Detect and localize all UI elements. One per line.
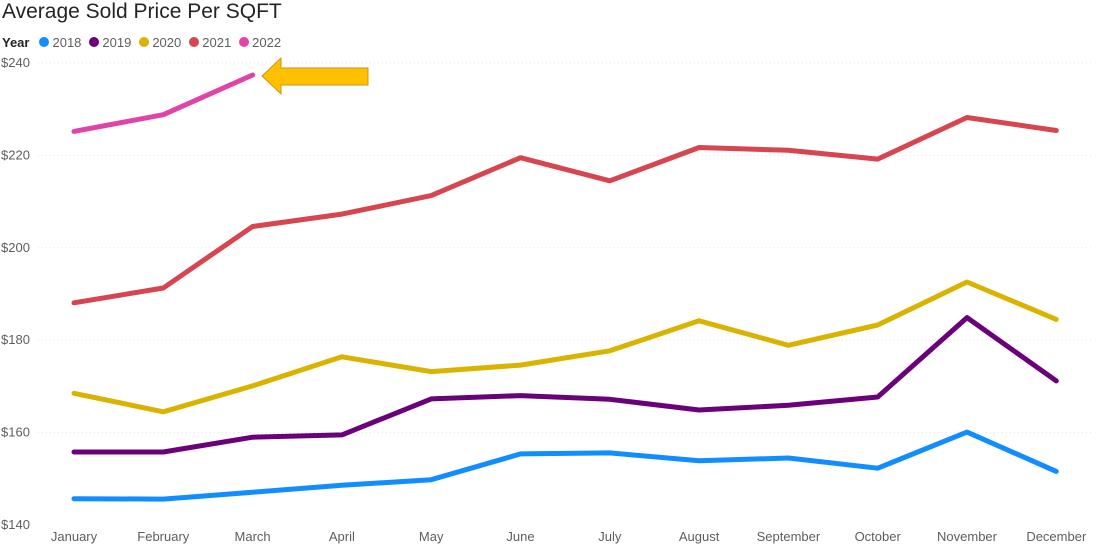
x-tick-label: November: [937, 529, 998, 544]
series-line-2019[interactable]: [71, 315, 1059, 455]
legend-label-2021: 2021: [202, 34, 232, 50]
legend-dot-2022: [239, 37, 250, 47]
legend-item-2022[interactable]: 2022: [239, 35, 281, 50]
legend-label-2022: 2022: [252, 34, 282, 50]
series-lines: [71, 72, 1059, 502]
chart-title: Average Sold Price Per SQFT: [2, 0, 282, 23]
y-tick-label: $220: [1, 147, 30, 162]
y-tick-label: $240: [1, 55, 30, 70]
series-line-2021[interactable]: [71, 115, 1059, 306]
x-tick-label: October: [855, 529, 902, 544]
series-line-2018[interactable]: [71, 429, 1059, 502]
legend-dot-2018: [39, 37, 50, 47]
x-tick-label: July: [598, 529, 622, 544]
legend-label-2018: 2018: [52, 34, 82, 50]
legend-dot-2021: [189, 37, 200, 47]
x-tick-label: April: [329, 529, 355, 544]
series-line-2020[interactable]: [71, 279, 1059, 415]
x-tick-label: August: [679, 529, 720, 544]
x-tick-label: June: [506, 529, 534, 544]
legend-item-2021[interactable]: 2021: [189, 35, 231, 50]
y-tick-label: $200: [1, 240, 30, 255]
legend-item-2018[interactable]: 2018: [39, 35, 81, 50]
x-tick-label: December: [1026, 529, 1087, 544]
legend-label-2020: 2020: [152, 34, 182, 50]
y-tick-label: $140: [1, 517, 30, 532]
gridlines: [38, 62, 1092, 434]
x-tick-label: September: [757, 529, 821, 544]
legend-item-2020[interactable]: 2020: [139, 35, 181, 50]
x-tick-label: March: [235, 529, 271, 544]
legend: Year 2018 2019 2020 2021 2022: [2, 34, 281, 50]
x-tick-label: February: [137, 529, 190, 544]
x-tick-label: January: [51, 529, 98, 544]
arrow-icon: [261, 56, 369, 96]
x-axis-ticks: January February March April May June July Augu…: [51, 529, 1087, 544]
y-tick-label: $160: [1, 425, 30, 440]
x-tick-label: May: [419, 529, 444, 544]
legend-item-2019[interactable]: 2019: [89, 35, 131, 50]
legend-dot-2020: [139, 37, 150, 47]
annotation-arrow: [261, 56, 369, 96]
y-tick-label: $180: [1, 332, 30, 347]
legend-dot-2019: [89, 37, 100, 47]
legend-title: Year: [2, 34, 30, 50]
y-axis-ticks: $140 $160 $180 $200 $220 $240: [1, 55, 30, 532]
legend-label-2019: 2019: [102, 34, 132, 50]
series-line-2022[interactable]: [71, 72, 256, 134]
